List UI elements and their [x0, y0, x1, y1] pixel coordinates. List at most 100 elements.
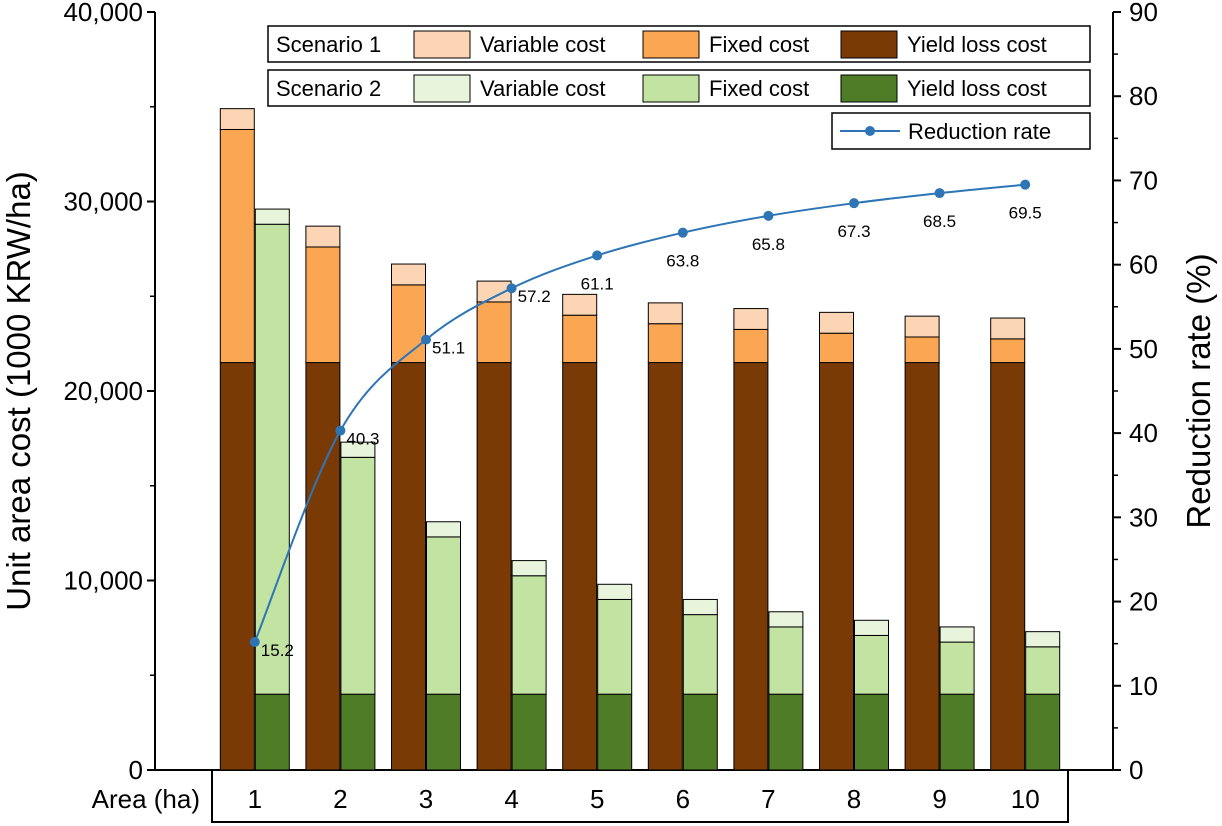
- reduction-rate-label: 61.1: [581, 274, 614, 293]
- x-category-label: 5: [590, 784, 604, 814]
- legend-s2-fixed-swatch: [642, 74, 700, 103]
- bar-scenario1-variable-cost: [904, 315, 940, 338]
- bar-scenario1-yield-loss-cost: [219, 362, 255, 771]
- x-axis-title: Area (ha): [92, 784, 200, 814]
- bar-scenario2-fixed-cost: [682, 614, 718, 695]
- reduction-rate-point: [934, 188, 945, 199]
- bar-scenario1-fixed-cost: [476, 301, 512, 364]
- bar-scenario1-fixed-cost: [305, 246, 341, 364]
- y-right-tick-label: 20: [1129, 587, 1158, 617]
- reduction-rate-point: [763, 210, 774, 221]
- legend-line-marker: [865, 126, 875, 136]
- legend-s2-variable-swatch: [413, 74, 471, 103]
- bar-scenario2-variable-cost: [597, 583, 633, 600]
- reduction-rate-point: [677, 227, 688, 238]
- y-right-tick-label: 10: [1129, 671, 1158, 701]
- bar-scenario2-yield-loss-cost: [939, 693, 975, 771]
- x-category-label: 8: [847, 784, 861, 814]
- y-right-tick-label: 90: [1129, 0, 1158, 27]
- x-category-label: 7: [761, 784, 775, 814]
- reduction-rate-label: 67.3: [837, 222, 870, 241]
- bar-scenario2-yield-loss-cost: [426, 693, 461, 771]
- bar-scenario2-fixed-cost: [340, 456, 376, 695]
- legend-s2-yield-label: Yield loss cost: [907, 76, 1047, 101]
- x-axis-box: [211, 769, 1069, 823]
- reduction-rate-point: [592, 250, 603, 261]
- bar-scenario2-variable-cost: [682, 598, 718, 616]
- x-category-label: 4: [504, 784, 518, 814]
- x-category-label: 10: [1011, 784, 1040, 814]
- y-right-tick-label: 70: [1129, 165, 1158, 195]
- y-left-tick-label: 0: [129, 755, 143, 785]
- legend-s1-fixed-label: Fixed cost: [709, 32, 809, 57]
- bar-scenario2-variable-cost: [854, 619, 889, 636]
- bar-scenario2-fixed-cost: [854, 634, 889, 695]
- y-left-tick-label: 20,000: [63, 376, 143, 406]
- legend-row1-label: Scenario 1: [276, 32, 381, 57]
- bar-scenario1-variable-cost: [219, 108, 255, 130]
- reduction-rate-point: [249, 636, 260, 647]
- x-category-label: 3: [419, 784, 433, 814]
- legend-s1-variable-label: Variable cost: [480, 32, 606, 57]
- bar-scenario2-variable-cost: [340, 441, 376, 458]
- bar-scenario1-variable-cost: [391, 263, 426, 286]
- bar-scenario1-fixed-cost: [904, 336, 940, 364]
- bar-scenario1-yield-loss-cost: [476, 362, 512, 771]
- bar-scenario2-yield-loss-cost: [597, 693, 633, 771]
- bar-scenario2-variable-cost: [511, 560, 547, 577]
- bar-scenario1-fixed-cost: [219, 128, 255, 364]
- legend-s1-fixed-swatch: [642, 30, 700, 59]
- y-left-axis-title: Unit area cost (1000 KRW/ha): [0, 171, 37, 611]
- y-right-axis-title: Reduction rate (%): [1180, 253, 1217, 528]
- reduction-rate-label: 68.5: [923, 212, 956, 231]
- y-right-tick-label: 30: [1129, 502, 1158, 532]
- legend-s2-yield-swatch: [840, 74, 898, 103]
- bar-scenario1-fixed-cost: [647, 323, 683, 364]
- reduction-rate-label: 57.2: [518, 287, 551, 306]
- bar-scenario1-fixed-cost: [990, 338, 1026, 364]
- bar-scenario2-fixed-cost: [254, 223, 290, 695]
- bar-scenario1-variable-cost: [647, 302, 683, 325]
- bar-scenario2-yield-loss-cost: [682, 693, 718, 771]
- bar-scenario2-yield-loss-cost: [340, 693, 376, 771]
- y-left-tick-label: 10,000: [63, 566, 143, 596]
- bar-scenario1-fixed-cost: [819, 332, 854, 364]
- bar-scenario1-yield-loss-cost: [733, 362, 769, 771]
- bar-scenario1-yield-loss-cost: [562, 362, 598, 771]
- reduction-rate-point: [506, 283, 517, 294]
- bar-scenario1-yield-loss-cost: [391, 362, 426, 771]
- bar-scenario2-fixed-cost: [768, 626, 804, 695]
- reduction-rate-point: [421, 334, 431, 345]
- y-right-tick-label: 50: [1129, 334, 1158, 364]
- legend-row2-label: Scenario 2: [276, 76, 381, 101]
- bar-scenario2-yield-loss-cost: [768, 693, 804, 771]
- bar-scenario2-yield-loss-cost: [1025, 693, 1061, 771]
- bar-scenario2-variable-cost: [426, 521, 461, 538]
- bar-scenario1-variable-cost: [990, 317, 1026, 340]
- legend-s1-variable-swatch: [413, 30, 471, 59]
- bar-scenario2-fixed-cost: [597, 598, 633, 695]
- bar-scenario1-fixed-cost: [562, 314, 598, 364]
- reduction-rate-label: 69.5: [1009, 204, 1042, 223]
- reduction-rate-label: 40.3: [346, 430, 379, 449]
- bar-scenario2-yield-loss-cost: [511, 693, 547, 771]
- legend-s2-variable-label: Variable cost: [480, 76, 606, 101]
- y-left-tick-label: 40,000: [63, 0, 143, 27]
- bar-scenario1-yield-loss-cost: [819, 362, 854, 771]
- bar-scenario2-yield-loss-cost: [854, 693, 889, 771]
- x-category-label: 9: [932, 784, 946, 814]
- y-right-tick-label: 0: [1129, 755, 1143, 785]
- bar-scenario1-fixed-cost: [733, 328, 769, 364]
- bar-scenario1-fixed-cost: [391, 284, 426, 364]
- bar-scenario2-fixed-cost: [511, 575, 547, 695]
- reduction-rate-point: [335, 425, 346, 436]
- legend-s1-yield-label: Yield loss cost: [907, 32, 1047, 57]
- bar-scenario2-fixed-cost: [939, 641, 975, 695]
- legend-line-label: Reduction rate: [908, 119, 1051, 144]
- x-category-label: 1: [248, 784, 262, 814]
- reduction-rate-label: 51.1: [432, 339, 465, 358]
- bar-scenario1-variable-cost: [733, 308, 769, 330]
- bar-scenario2-fixed-cost: [426, 536, 461, 695]
- bar-scenario1-yield-loss-cost: [990, 362, 1026, 771]
